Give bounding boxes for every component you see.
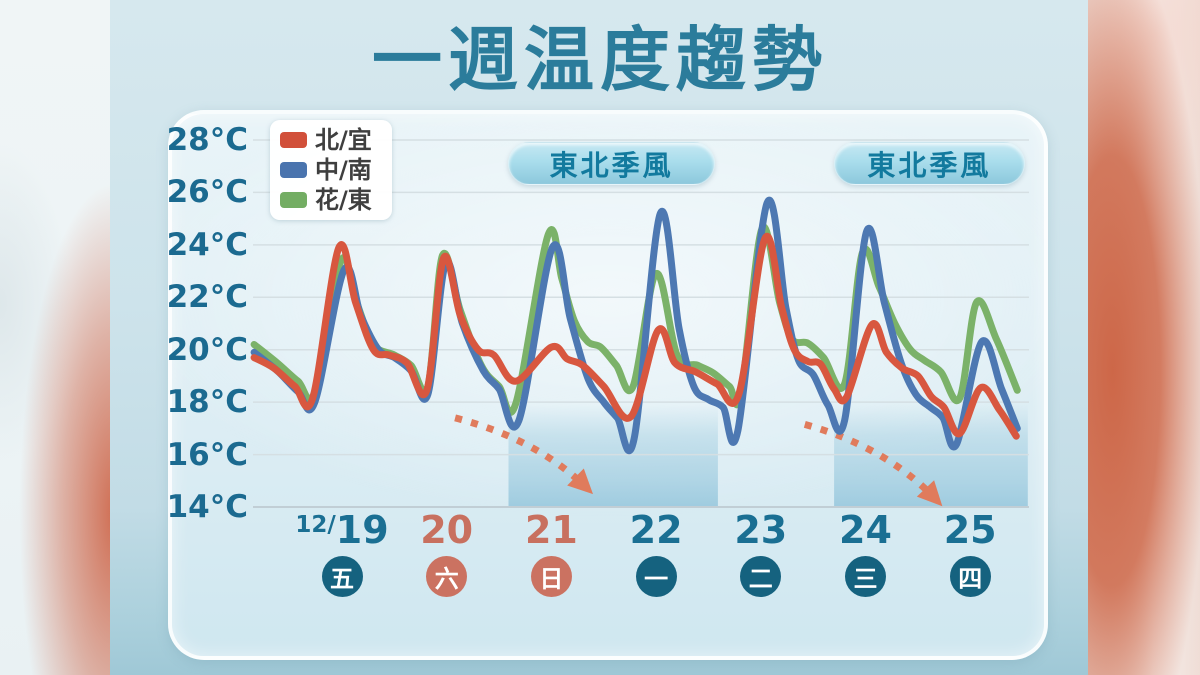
legend-label: 花/東 [315, 186, 372, 214]
weekday-badge-22: 一 [635, 556, 677, 597]
date-label-21: 21 [491, 511, 611, 549]
weekday-badge-23: 二 [740, 556, 782, 597]
legend-item-hualien-taitung: 花/東 [270, 188, 392, 212]
page-title: 一週温度趨勢 [372, 19, 828, 101]
y-axis-label-22: 22°C [166, 279, 248, 316]
right-blur-background [1088, 0, 1200, 675]
date-label-24: 24 [806, 511, 926, 549]
date-number: 22 [629, 508, 683, 552]
y-axis-label-26: 26°C [166, 174, 248, 211]
date-number: 23 [734, 508, 788, 552]
left-blur-background [0, 0, 110, 675]
weekday-badge-21: 日 [530, 556, 572, 597]
date-number: 25 [943, 508, 997, 552]
date-label-22: 22 [596, 511, 716, 549]
legend-label: 北/宜 [315, 126, 372, 154]
y-axis-label-14: 14°C [166, 489, 248, 525]
weekday-badge-25: 四 [949, 556, 991, 597]
date-label-20: 20 [387, 511, 507, 549]
y-axis-label-16: 16°C [166, 436, 248, 473]
legend-label: 中/南 [315, 156, 372, 184]
weekday-badge-20: 六 [426, 556, 468, 597]
date-label-25: 25 [910, 511, 1030, 549]
monsoon-badge-2: 東北季風 [834, 142, 1025, 185]
date-label-19: 12/19 [282, 511, 402, 549]
date-number: 20 [420, 508, 474, 552]
monsoon-badge-1: 東北季風 [508, 142, 715, 185]
legend: 北/宜 中/南 花/東 [270, 120, 392, 220]
month-prefix: 12/ [295, 512, 336, 538]
legend-swatch-north-yilan [280, 132, 307, 148]
date-number: 19 [335, 508, 389, 552]
legend-swatch-hualien-taitung [280, 192, 307, 208]
weekday-badge-19: 五 [321, 556, 363, 597]
y-axis-label-24: 24°C [166, 226, 248, 263]
y-axis-label-20: 20°C [166, 331, 248, 368]
weekday-badge-24: 三 [845, 556, 886, 597]
y-axis-label-18: 18°C [166, 384, 248, 421]
y-axis-label-28: 28°C [166, 122, 248, 158]
legend-item-central-south: 中/南 [270, 158, 392, 182]
date-number: 21 [524, 508, 578, 552]
date-label-23: 23 [701, 511, 821, 549]
legend-swatch-central-south [280, 162, 307, 178]
date-number: 24 [839, 508, 892, 552]
legend-item-north-yilan: 北/宜 [270, 128, 392, 152]
